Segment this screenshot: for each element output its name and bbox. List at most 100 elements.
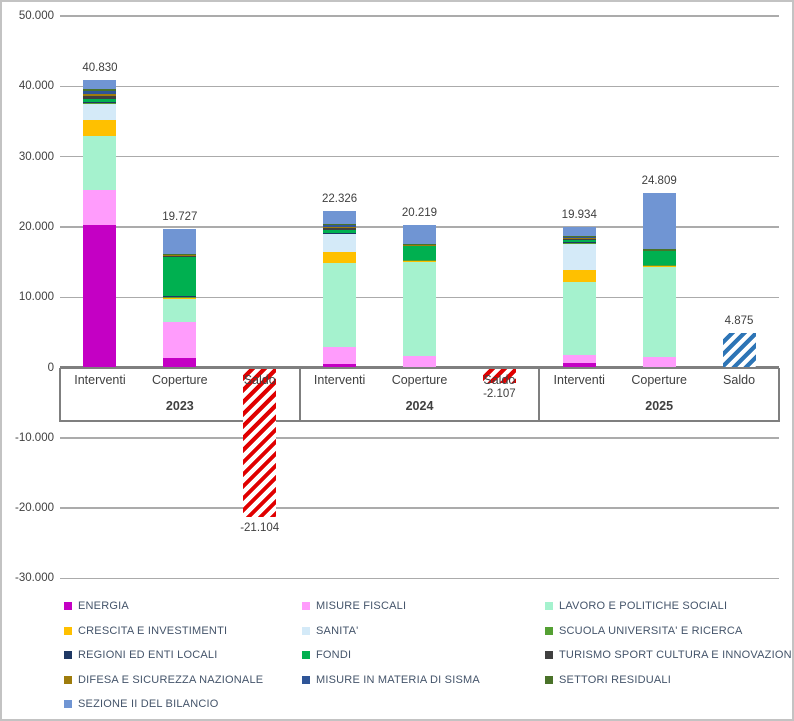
- gridline: [60, 15, 779, 17]
- bar-segment-settori-residuali[interactable]: [323, 224, 357, 226]
- legend-item-settori-residuali[interactable]: SETTORI RESIDUALI: [545, 673, 792, 686]
- bar-segment-scuola-universita-e-ricerca[interactable]: [403, 260, 436, 262]
- bar-segment-lavoro-e-politiche-sociali[interactable]: [323, 263, 357, 348]
- bar-segment-energia[interactable]: [163, 357, 197, 368]
- legend-item-energia[interactable]: ENERGIA: [64, 600, 302, 612]
- bar-segment-settori-residuali[interactable]: [642, 248, 676, 251]
- legend-label: SEZIONE II DEL BILANCIO: [78, 698, 219, 711]
- bar-total-label: 22.326: [322, 192, 358, 205]
- bar-segment-sezione-ii-del-bilancio[interactable]: [403, 225, 436, 245]
- bar-segment-lavoro-e-politiche-sociali[interactable]: [562, 282, 596, 355]
- bar-segment-misure-fiscali[interactable]: [403, 355, 436, 368]
- legend-item-lavoro-e-politiche-sociali[interactable]: LAVORO E POLITICHE SOCIALI: [545, 600, 792, 612]
- bar-segment-fondi[interactable]: [642, 250, 676, 265]
- bar-segment-misure-in-materia-di-sisma[interactable]: [562, 236, 596, 238]
- saldo-bar-2024[interactable]: [482, 368, 516, 384]
- legend-swatch-icon: [545, 651, 553, 660]
- bar-segment-settori-residuali[interactable]: [562, 236, 596, 238]
- legend-item-sanita-[interactable]: SANITA': [302, 625, 545, 637]
- gridline: [60, 155, 779, 158]
- bar-segment-scuola-universita-e-ricerca[interactable]: [642, 264, 676, 266]
- bar-segment-sanita-[interactable]: [83, 104, 117, 120]
- bar-segment-sanita-[interactable]: [323, 234, 357, 252]
- bar-segment-scuola-universita-e-ricerca[interactable]: [83, 102, 117, 104]
- bar-segment-misure-fiscali[interactable]: [642, 356, 676, 368]
- legend-label: DIFESA E SICUREZZA NAZIONALE: [78, 673, 264, 686]
- bar-segment-lavoro-e-politiche-sociali[interactable]: [163, 298, 197, 322]
- y-axis-tick-label: -20.000: [14, 502, 54, 515]
- legend-swatch-icon: [302, 626, 310, 635]
- category-label-interventi: Interventi: [74, 373, 126, 387]
- bar-segment-turismo-sport-cultura-e-innovazione[interactable]: [323, 227, 357, 230]
- bar-segment-regioni-ed-enti-locali[interactable]: [323, 232, 357, 234]
- bar-segment-fondi[interactable]: [403, 245, 436, 261]
- gridline: [60, 577, 779, 580]
- bar-segment-lavoro-e-politiche-sociali[interactable]: [642, 266, 676, 357]
- legend-item-sezione-ii-del-bilancio[interactable]: SEZIONE II DEL BILANCIO: [64, 698, 302, 710]
- bar-segment-lavoro-e-politiche-sociali[interactable]: [403, 262, 436, 356]
- legend-item-crescita-e-investimenti[interactable]: CRESCITA E INVESTIMENTI: [64, 625, 302, 637]
- legend-label: SETTORI RESIDUALI: [559, 673, 671, 686]
- bar-segment-lavoro-e-politiche-sociali[interactable]: [83, 136, 117, 191]
- legend-swatch-icon: [64, 602, 72, 611]
- bar-segment-difesa-e-sicurezza-nazionale[interactable]: [403, 245, 436, 247]
- bar-segment-fondi[interactable]: [323, 229, 357, 233]
- bar-segment-difesa-e-sicurezza-nazionale[interactable]: [323, 226, 357, 228]
- bar-segment-energia[interactable]: [83, 225, 117, 368]
- bar-segment-energia[interactable]: [562, 362, 596, 368]
- bar-segment-scuola-universita-e-ricerca[interactable]: [562, 243, 596, 245]
- legend-item-scuola-universita-e-ricerca[interactable]: SCUOLA UNIVERSITA' E RICERCA: [545, 625, 792, 637]
- bar-segment-scuola-universita-e-ricerca[interactable]: [323, 233, 357, 235]
- bar-segment-sezione-ii-del-bilancio[interactable]: [642, 193, 676, 249]
- bar-segment-settori-residuali[interactable]: [403, 244, 436, 246]
- bar-segment-misure-fiscali[interactable]: [562, 354, 596, 363]
- bar-segment-fondi[interactable]: [163, 257, 197, 296]
- legend-item-regioni-ed-enti-locali[interactable]: REGIONI ED ENTI LOCALI: [64, 649, 302, 661]
- legend-swatch-icon: [545, 626, 553, 635]
- bar-segment-turismo-sport-cultura-e-innovazione[interactable]: [163, 256, 197, 258]
- bar-segment-sanita-[interactable]: [562, 244, 596, 270]
- bar-segment-crescita-e-investimenti[interactable]: [83, 119, 117, 137]
- bar-segment-settori-residuali[interactable]: [163, 254, 197, 256]
- saldo-bar-2023[interactable]: [243, 368, 277, 517]
- bar-segment-misure-fiscali[interactable]: [323, 347, 357, 364]
- bar-total-label: 20.219: [401, 207, 438, 220]
- bar-segment-regioni-ed-enti-locali[interactable]: [562, 242, 596, 244]
- bar-total-label: 24.809: [641, 175, 677, 188]
- legend-item-turismo-sport-cultura-e-innovazione[interactable]: TURISMO SPORT CULTURA E INNOVAZIONE: [545, 649, 792, 661]
- bar-segment-sezione-ii-del-bilancio[interactable]: [562, 227, 596, 237]
- group-separator: [538, 367, 541, 422]
- bar-segment-fondi[interactable]: [562, 240, 596, 243]
- bar-segment-sezione-ii-del-bilancio[interactable]: [163, 228, 197, 255]
- legend-item-fondi[interactable]: FONDI: [302, 649, 545, 661]
- bar-segment-sezione-ii-del-bilancio[interactable]: [83, 80, 117, 90]
- bar-segment-difesa-e-sicurezza-nazionale[interactable]: [83, 93, 117, 96]
- bar-segment-sezione-ii-del-bilancio[interactable]: [323, 210, 357, 225]
- bar-segment-misure-fiscali[interactable]: [163, 321, 197, 358]
- saldo-bar-2025[interactable]: [722, 333, 756, 368]
- bar-segment-turismo-sport-cultura-e-innovazione[interactable]: [562, 238, 596, 241]
- bar-segment-crescita-e-investimenti[interactable]: [323, 251, 357, 264]
- legend-item-misure-in-materia-di-sisma[interactable]: MISURE IN MATERIA DI SISMA: [302, 674, 545, 686]
- legend-item-difesa-e-sicurezza-nazionale[interactable]: DIFESA E SICUREZZA NAZIONALE: [64, 674, 302, 686]
- legend-item-misure-fiscali[interactable]: MISURE FISCALI: [302, 600, 545, 612]
- saldo-total-label: 4.875: [724, 315, 754, 328]
- bar-segment-difesa-e-sicurezza-nazionale[interactable]: [562, 237, 596, 239]
- bar-segment-crescita-e-investimenti[interactable]: [163, 297, 197, 299]
- bar-segment-crescita-e-investimenti[interactable]: [562, 269, 596, 283]
- bar-segment-settori-residuali[interactable]: [83, 89, 117, 91]
- bar-segment-fondi[interactable]: [83, 98, 117, 102]
- bar-segment-crescita-e-investimenti[interactable]: [642, 265, 676, 267]
- bar-segment-regioni-ed-enti-locali[interactable]: [83, 101, 117, 103]
- bar-segment-energia[interactable]: [323, 363, 357, 368]
- saldo-total-label: -2.107: [483, 388, 516, 401]
- bar-segment-turismo-sport-cultura-e-innovazione[interactable]: [83, 95, 117, 99]
- bar-segment-difesa-e-sicurezza-nazionale[interactable]: [163, 255, 197, 257]
- bar-segment-scuola-universita-e-ricerca[interactable]: [163, 296, 197, 298]
- bar-segment-regioni-ed-enti-locali[interactable]: [163, 295, 197, 297]
- bar-segment-misure-in-materia-di-sisma[interactable]: [323, 224, 357, 227]
- bar-segment-crescita-e-investimenti[interactable]: [403, 260, 436, 263]
- bar-segment-misure-in-materia-di-sisma[interactable]: [83, 90, 117, 94]
- bar-segment-misure-fiscali[interactable]: [83, 190, 117, 226]
